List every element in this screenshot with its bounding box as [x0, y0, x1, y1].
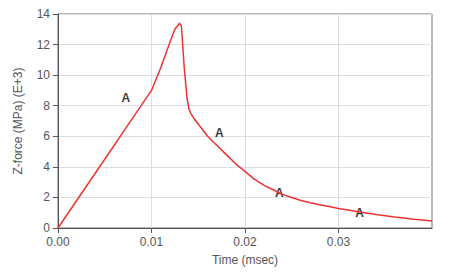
- svg-text:12: 12: [37, 38, 51, 52]
- svg-text:A: A: [355, 205, 364, 220]
- svg-text:0.03: 0.03: [327, 235, 351, 249]
- svg-text:A: A: [274, 185, 284, 200]
- svg-text:10: 10: [37, 68, 51, 82]
- svg-text:0.00: 0.00: [46, 235, 70, 249]
- svg-text:Z-force (MPa) (E+3): Z-force (MPa) (E+3): [11, 67, 25, 174]
- svg-text:Time (msec): Time (msec): [212, 253, 278, 267]
- svg-text:14: 14: [37, 7, 51, 21]
- svg-text:8: 8: [43, 99, 50, 113]
- svg-text:0.01: 0.01: [140, 235, 164, 249]
- svg-text:A: A: [122, 91, 131, 105]
- svg-text:4: 4: [43, 160, 50, 174]
- svg-text:2: 2: [43, 190, 50, 204]
- svg-text:6: 6: [43, 129, 50, 143]
- svg-text:0.02: 0.02: [233, 235, 257, 249]
- svg-text:A: A: [215, 126, 224, 140]
- svg-text:0: 0: [43, 221, 50, 235]
